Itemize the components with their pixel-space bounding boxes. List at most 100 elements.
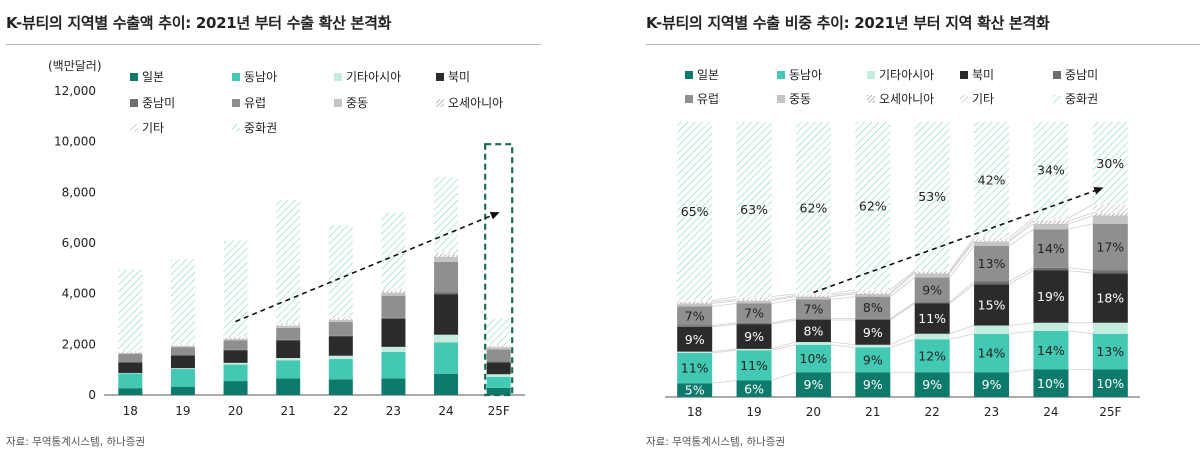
bar-ec9dbcebb3b8-18 xyxy=(677,383,713,397)
legend-item-eb8f99eb82a8ec9584: 동남아 xyxy=(232,70,277,84)
x-tick-label: 23 xyxy=(984,405,999,419)
legend-swatch-eca491ed9994eab68c xyxy=(1053,95,1061,103)
series-connector-line xyxy=(712,349,737,354)
bar-stacks xyxy=(118,177,511,395)
bar-stack-18 xyxy=(677,122,713,397)
bar-eb8f99eb82a8ec9584-25F xyxy=(1092,333,1128,370)
bar-eb8f99eb82a8ec9584-22 xyxy=(914,339,950,373)
series-connector-line xyxy=(949,237,975,271)
series-connector-line xyxy=(1068,212,1093,222)
right-source-note: 자료: 무역통계시스템, 하나증권 xyxy=(646,436,786,448)
bar-eca491ed9994eab68c-25F xyxy=(486,318,511,345)
bar-eb8f99eb82a8ec9584-18 xyxy=(118,373,143,389)
bar-eab8b0ed8380ec9584ec8b9cec9584-22 xyxy=(914,333,950,340)
bar-ebb681ebafb8-20 xyxy=(795,320,831,342)
series-connector-line xyxy=(1008,217,1034,238)
right-title-divider xyxy=(646,44,1200,45)
bar-eca491eb82a8ebafb8-22 xyxy=(914,302,950,304)
bar-eca491eb8f99-19 xyxy=(736,300,772,304)
bar-stack-19 xyxy=(170,259,195,395)
bar-eab8b0ed8380-22 xyxy=(328,316,353,319)
series-connector-line xyxy=(890,272,915,295)
series-connector-line xyxy=(830,296,856,300)
bar-eab8b0ed8380-20 xyxy=(795,293,831,296)
trend-arrow xyxy=(235,211,500,323)
data-label-eb8f99eb82a8ec9584-20: 10% xyxy=(800,351,828,366)
data-label-ebb681ebafb8-21: 9% xyxy=(863,325,883,340)
bar-ec98a4ec84b8ec9584eb8b88ec9584-21 xyxy=(855,292,891,294)
bar-ec9ca0eb9fbd-24 xyxy=(1033,229,1069,268)
bar-eab8b0ed8380ec9584ec8b9cec9584-23 xyxy=(974,325,1010,334)
left-source-note: 자료: 무역통계시스템, 하나증권 xyxy=(6,436,146,448)
legend-swatch-ebb681ebafb8 xyxy=(436,73,444,81)
series-connector-line xyxy=(712,323,737,328)
bar-ec98a4ec84b8ec9584eb8b88ec9584-22 xyxy=(914,271,950,274)
bar-eca491eb8f99-19 xyxy=(170,346,195,348)
legend-item-ebb681ebafb8: 북미 xyxy=(960,68,994,82)
bar-ec9dbcebb3b8-25F xyxy=(486,387,511,395)
legend-item-ebb681ebafb8: 북미 xyxy=(436,70,470,84)
legend-item-ec9dbcebb3b8: 일본 xyxy=(685,68,719,82)
bar-eca491eb82a8ebafb8-23 xyxy=(381,317,406,319)
bar-ec98a4ec84b8ec9584eb8b88ec9584-19 xyxy=(170,345,195,347)
data-label-ec9ca0eb9fbd-21: 8% xyxy=(863,300,883,315)
series-connector-line xyxy=(1009,369,1034,373)
bar-eca491ed9994eab68c-23 xyxy=(974,122,1010,238)
data-label-ec9dbcebb3b8-25F: 10% xyxy=(1096,376,1124,391)
series-connector-line xyxy=(890,301,915,319)
series-connector-line xyxy=(830,289,856,295)
series-connector-line xyxy=(949,240,975,273)
series-connector-line xyxy=(830,341,856,346)
legend-swatch-ec9ca0eb9fbd xyxy=(685,95,693,103)
bar-eb8f99eb82a8ec9584-18 xyxy=(677,353,713,384)
data-label-eb8f99eb82a8ec9584-23: 14% xyxy=(978,346,1006,361)
bar-eca491eb8f99-23 xyxy=(381,292,406,296)
bar-eab8b0ed8380-19 xyxy=(170,344,195,346)
data-label-eb8f99eb82a8ec9584-18: 11% xyxy=(681,361,709,376)
bar-ec9ca0eb9fbd-25F xyxy=(486,349,511,362)
series-connector-line xyxy=(1068,223,1093,230)
bar-stack-23 xyxy=(381,212,406,395)
series-connector-line xyxy=(949,245,975,278)
legend-swatch-eca491ed9994eab68c xyxy=(232,124,240,132)
bar-ec9dbcebb3b8-23 xyxy=(381,378,406,395)
bar-stack-22 xyxy=(914,122,950,397)
bar-stack-24 xyxy=(1033,122,1069,397)
legend-item-eca491eb8f99: 중동 xyxy=(777,92,811,106)
bar-eca491eb82a8ebafb8-24 xyxy=(434,292,459,295)
bar-ebb681ebafb8-19 xyxy=(170,355,195,369)
bar-ebb681ebafb8-22 xyxy=(328,336,353,356)
series-connector-line xyxy=(1008,270,1034,285)
bar-eca491eb82a8ebafb8-24 xyxy=(1033,267,1069,271)
data-label-ec9ca0eb9fbd-24: 14% xyxy=(1037,241,1065,256)
bar-eab8b0ed8380ec9584ec8b9cec9584-20 xyxy=(223,362,248,365)
x-tick-label: 19 xyxy=(175,404,190,418)
bar-eab8b0ed8380-18 xyxy=(677,300,713,303)
x-axis: 18 19 20 21 22 23 24 25F xyxy=(687,405,1121,419)
legend-swatch-eab8b0ed8380ec9584ec8b9cec9584 xyxy=(334,73,342,81)
bar-stack-24 xyxy=(434,177,459,395)
bar-ebb681ebafb8-19 xyxy=(736,324,772,349)
left-chart-panel: K-뷰티의 지역별 수출액 추이: 2021년 부터 수출 확산 본격화 (백만… xyxy=(0,0,560,458)
left-title-divider xyxy=(6,44,541,45)
bar-ec9dbcebb3b8-21 xyxy=(276,378,301,395)
series-connector-line xyxy=(771,371,797,381)
bar-ebb681ebafb8-23 xyxy=(974,284,1010,326)
legend-label-eca491eb8f99: 중동 xyxy=(789,92,811,106)
bar-eca491ed9994eab68c-24 xyxy=(434,177,459,252)
series-connector-line xyxy=(830,344,856,348)
bar-eab8b0ed8380ec9584ec8b9cec9584-23 xyxy=(381,346,406,352)
bar-ec98a4ec84b8ec9584eb8b88ec9584-23 xyxy=(381,290,406,293)
data-label-eca491ed9994eab68c-23: 42% xyxy=(978,172,1006,187)
data-label-eca491ed9994eab68c-18: 65% xyxy=(681,204,709,219)
bar-ec9dbcebb3b8-24 xyxy=(1033,369,1069,397)
bar-ec9dbcebb3b8-20 xyxy=(223,381,248,395)
bar-eab8b0ed8380-18 xyxy=(118,351,143,353)
series-connector-line xyxy=(1009,322,1034,326)
legend-item-eca491ed9994eab68c: 중화권 xyxy=(1053,92,1098,106)
bar-ec98a4ec84b8ec9584eb8b88ec9584-24 xyxy=(1033,221,1069,224)
bar-eca491eb8f99-22 xyxy=(914,273,950,278)
series-connector-line xyxy=(712,303,737,307)
legend-label-ec98a4ec84b8ec9584eb8b88ec9584: 오세아니아 xyxy=(448,96,503,110)
series-connector-line xyxy=(771,294,797,300)
